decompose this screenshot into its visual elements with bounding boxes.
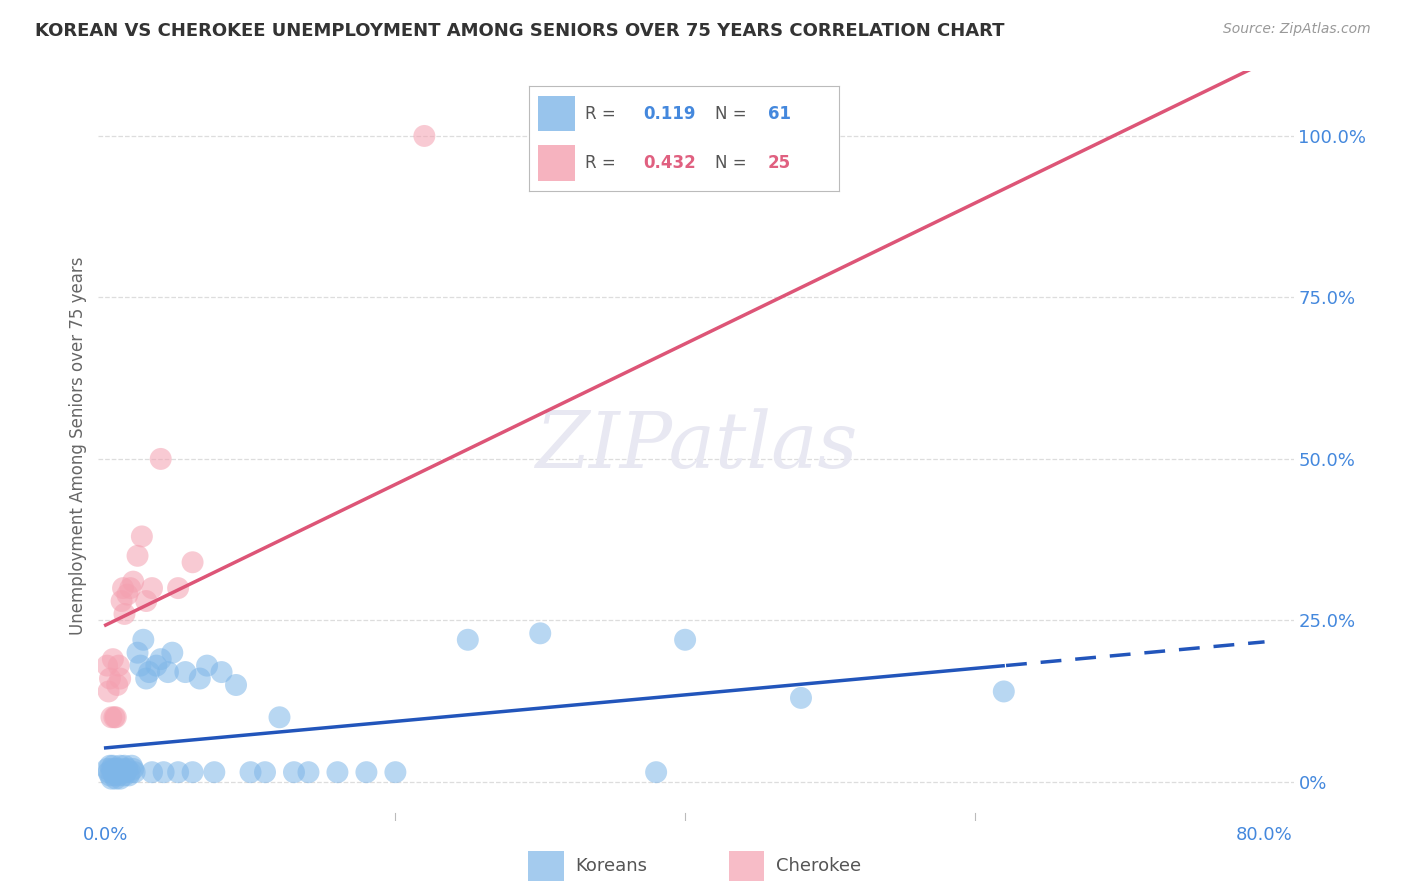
Point [356,765,378,780]
Point [117,588,139,602]
Point [103,710,125,724]
Point [98,768,121,782]
Point [105,678,128,692]
Point [790,690,813,705]
Text: Koreans: Koreans [575,857,647,875]
Point [108,772,131,786]
Point [98,672,121,686]
Y-axis label: Unemployment Among Seniors over 75 years: Unemployment Among Seniors over 75 years [69,257,87,635]
Text: KOREAN VS CHEROKEE UNEMPLOYMENT AMONG SENIORS OVER 75 YEARS CORRELATION CHART: KOREAN VS CHEROKEE UNEMPLOYMENT AMONG SE… [35,22,1005,40]
Point [107,658,129,673]
Point [1303,128,1326,143]
Point [141,581,163,595]
Point [253,765,276,780]
Point [211,665,233,679]
Point [297,765,319,780]
Point [181,555,204,569]
Point [110,594,132,608]
Point [457,632,479,647]
Point [117,762,139,776]
Bar [728,851,765,881]
Point [529,626,551,640]
Point [97,684,120,698]
Point [101,765,124,780]
Point [112,762,135,776]
Point [283,765,305,780]
Point [108,758,131,772]
Point [122,762,145,776]
Point [145,658,167,673]
Point [152,765,174,780]
Point [149,451,172,466]
Point [645,765,668,780]
Point [107,768,129,782]
Point [114,768,136,782]
Point [98,758,121,772]
Point [101,652,124,666]
Point [138,665,160,679]
Point [132,632,155,647]
Point [993,684,1015,698]
Point [131,529,153,543]
Point [114,607,136,621]
Point [103,768,125,782]
Point [115,765,138,780]
Point [120,765,142,780]
Point [124,765,146,780]
Point [167,581,190,595]
Point [112,581,135,595]
Point [118,768,141,782]
Point [104,772,127,786]
Point [225,678,247,692]
Point [96,658,118,673]
Point [239,765,262,780]
Point [121,758,143,772]
Point [188,672,211,686]
Point [100,762,122,776]
Point [108,672,131,686]
Point [269,710,291,724]
Point [100,710,122,724]
Point [114,758,136,772]
Point [100,772,122,786]
Point [135,672,157,686]
Point [103,762,125,776]
Point [122,574,145,589]
Point [149,652,172,666]
Point [141,765,163,780]
Point [156,665,179,679]
Point [101,758,124,772]
Text: ZIPatlas: ZIPatlas [534,408,858,484]
Point [673,632,696,647]
Point [110,765,132,780]
Point [127,646,149,660]
Point [104,765,127,780]
Point [174,665,197,679]
Point [97,765,120,780]
Point [129,658,152,673]
Point [135,594,157,608]
Point [162,646,184,660]
Text: Cherokee: Cherokee [776,857,862,875]
Point [181,765,204,780]
Point [413,128,436,143]
Bar [529,851,564,881]
Text: Source: ZipAtlas.com: Source: ZipAtlas.com [1223,22,1371,37]
Point [105,762,128,776]
Point [104,710,127,724]
Point [96,762,118,776]
Point [202,765,225,780]
Point [127,549,149,563]
Point [167,765,190,780]
Point [326,765,349,780]
Point [120,581,142,595]
Point [384,765,406,780]
Point [195,658,218,673]
Point [105,765,128,780]
